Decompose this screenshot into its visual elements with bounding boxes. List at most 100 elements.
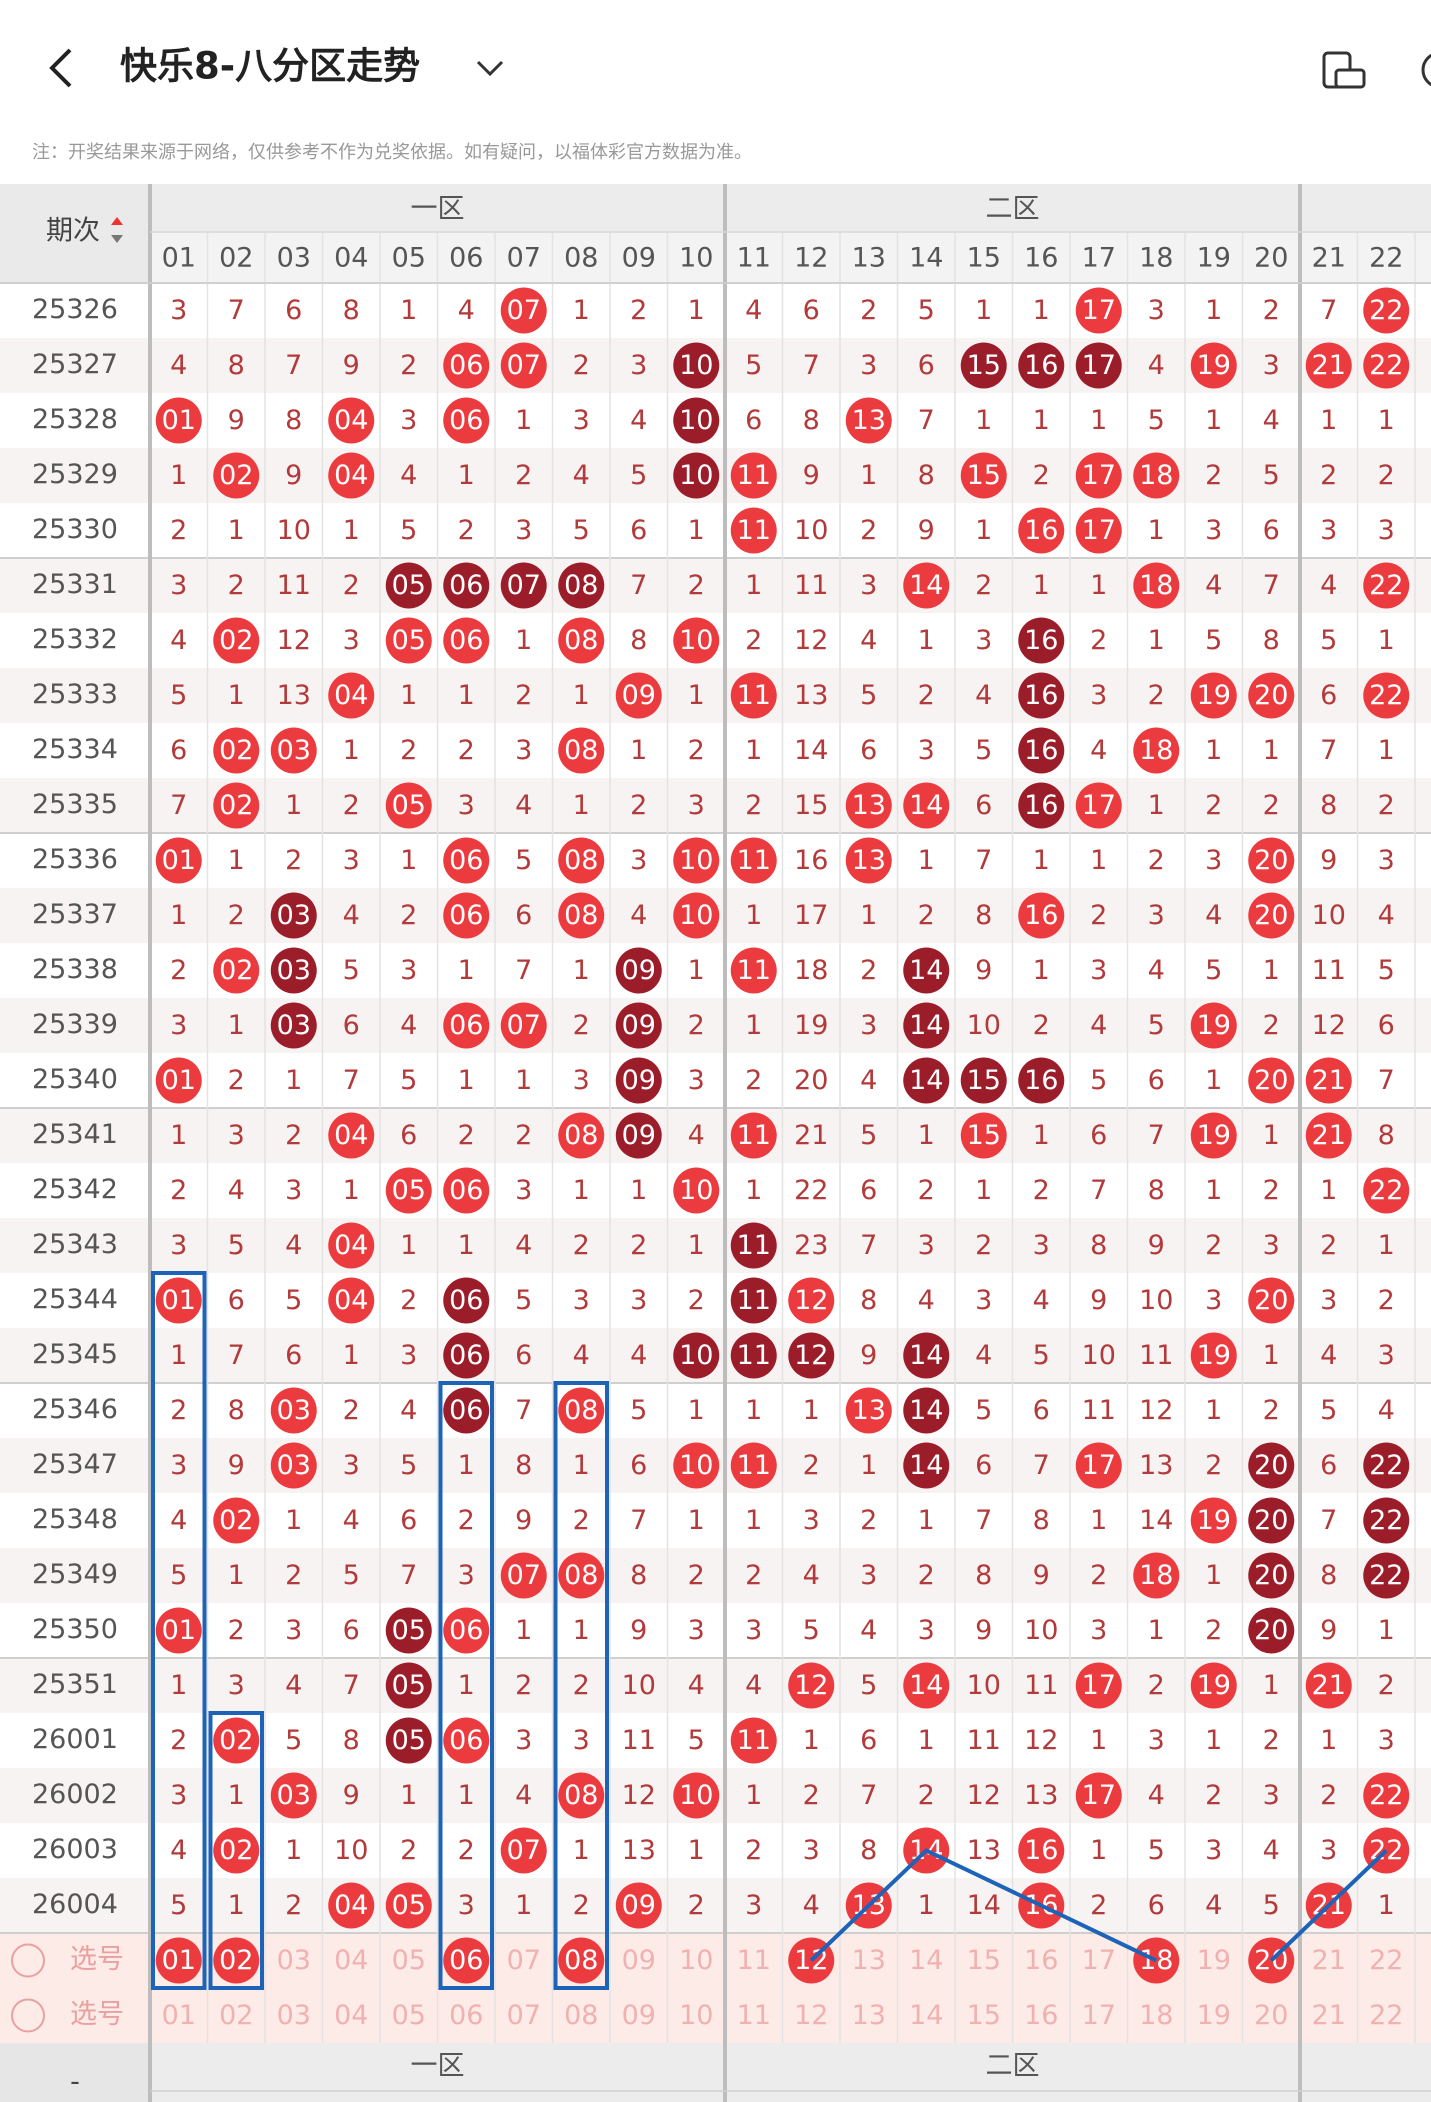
hit-number: 05 — [392, 570, 426, 601]
trend-line — [809, 1848, 1158, 1963]
miss-count: 3 — [170, 1450, 187, 1481]
hit-ball — [673, 342, 720, 389]
select-number[interactable]: 11 — [737, 1945, 771, 1976]
select-number[interactable]: 17 — [1082, 2000, 1116, 2031]
select-number[interactable]: 20 — [1254, 2000, 1288, 2031]
title-dropdown[interactable] — [476, 60, 504, 77]
select-number[interactable]: 02 — [219, 2000, 253, 2031]
hit-ball[interactable] — [213, 1937, 260, 1984]
select-number[interactable]: 19 — [1197, 2000, 1231, 2031]
miss-count: 3 — [688, 1615, 705, 1646]
miss-count: 4 — [1148, 350, 1165, 381]
select-number[interactable]: 12 — [794, 2000, 828, 2031]
select-number[interactable]: 21 — [1312, 2000, 1346, 2031]
select-number[interactable]: 11 — [737, 2000, 771, 2031]
miss-count: 2 — [745, 625, 762, 656]
select-number[interactable]: 17 — [1082, 1945, 1116, 1976]
select-number[interactable]: 15 — [967, 2000, 1001, 2031]
hit-ball — [1363, 1552, 1410, 1599]
hit-number: 08 — [564, 1945, 598, 1976]
select-number[interactable]: 09 — [622, 2000, 656, 2031]
miss-count: 4 — [918, 1285, 935, 1316]
select-radio[interactable] — [11, 1943, 45, 1978]
miss-count: 1 — [1263, 1670, 1280, 1701]
select-number[interactable]: 13 — [852, 1945, 886, 1976]
hit-ball[interactable] — [443, 1937, 490, 1984]
hit-number: 21 — [1312, 1670, 1346, 1701]
select-number[interactable]: 08 — [564, 2000, 598, 2031]
miss-count: 1 — [400, 1780, 417, 1811]
hit-ball — [1248, 837, 1295, 884]
landscape-icon[interactable] — [1322, 51, 1366, 89]
miss-count: 10 — [277, 515, 311, 546]
select-number[interactable]: 10 — [679, 1945, 713, 1976]
miss-count: 1 — [285, 1505, 302, 1536]
hit-ball[interactable] — [155, 1937, 202, 1984]
miss-count: 16 — [794, 845, 828, 876]
select-number[interactable]: 13 — [852, 2000, 886, 2031]
hit-ball — [500, 1002, 547, 1049]
hit-number: 17 — [1082, 790, 1116, 821]
hit-number: 05 — [392, 1615, 426, 1646]
hit-ball — [270, 1387, 317, 1434]
select-number[interactable]: 09 — [622, 1945, 656, 1976]
select-number[interactable]: 22 — [1369, 2000, 1403, 2031]
miss-count: 7 — [343, 1670, 360, 1701]
miss-count: 2 — [1148, 1670, 1165, 1701]
miss-count: 14 — [1139, 1505, 1173, 1536]
hit-number: 01 — [162, 845, 196, 876]
select-number[interactable]: 16 — [1024, 1945, 1058, 1976]
hit-ball — [443, 837, 490, 884]
miss-count: 1 — [918, 625, 935, 656]
miss-count: 10 — [622, 1670, 656, 1701]
miss-count: 1 — [228, 515, 245, 546]
hit-number: 02 — [219, 1725, 253, 1756]
issue: 26003 — [32, 1834, 118, 1865]
select-number[interactable]: 01 — [162, 2000, 196, 2031]
issue: 25328 — [32, 404, 118, 435]
miss-count: 3 — [285, 1615, 302, 1646]
select-number[interactable]: 04 — [334, 1945, 368, 1976]
select-number[interactable]: 19 — [1197, 1945, 1231, 1976]
select-number[interactable]: 21 — [1312, 1945, 1346, 1976]
select-number[interactable]: 04 — [334, 2000, 368, 2031]
select-number[interactable]: 14 — [909, 1945, 943, 1976]
select-number[interactable]: 07 — [507, 2000, 541, 2031]
miss-count: 5 — [1320, 1395, 1337, 1426]
hit-number: 02 — [219, 1945, 253, 1976]
select-number[interactable]: 22 — [1369, 1945, 1403, 1976]
column-label: 09 — [622, 243, 656, 274]
select-number[interactable]: 07 — [507, 1945, 541, 1976]
hit-ball — [155, 1057, 202, 1104]
select-number[interactable]: 18 — [1139, 2000, 1173, 2031]
miss-count: 3 — [1090, 1615, 1107, 1646]
miss-count: 7 — [630, 570, 647, 601]
miss-count: 2 — [1320, 1230, 1337, 1261]
selection-box — [553, 1381, 609, 1990]
miss-count: 1 — [1205, 1560, 1222, 1591]
select-number[interactable]: 10 — [679, 2000, 713, 2031]
miss-count: 5 — [860, 680, 877, 711]
hit-ball[interactable] — [558, 1937, 605, 1984]
back-button[interactable] — [49, 48, 72, 88]
issue: 25334 — [32, 734, 118, 765]
miss-count: 8 — [515, 1450, 532, 1481]
more-icon[interactable] — [1421, 53, 1431, 87]
miss-count: 4 — [400, 1010, 417, 1041]
select-number[interactable]: 05 — [392, 1945, 426, 1976]
select-radio[interactable] — [11, 1998, 45, 2033]
select-number[interactable]: 16 — [1024, 2000, 1058, 2031]
hit-number: 18 — [1139, 570, 1173, 601]
select-number[interactable]: 05 — [392, 2000, 426, 2031]
miss-count: 2 — [975, 1230, 992, 1261]
miss-count: 4 — [573, 1340, 590, 1371]
select-number[interactable]: 03 — [277, 2000, 311, 2031]
hit-ball — [328, 452, 375, 499]
miss-count: 2 — [1378, 1670, 1395, 1701]
select-number[interactable]: 06 — [449, 2000, 483, 2031]
miss-count: 1 — [573, 295, 590, 326]
select-number[interactable]: 15 — [967, 1945, 1001, 1976]
select-number[interactable]: 14 — [909, 2000, 943, 2031]
select-number[interactable]: 03 — [277, 1945, 311, 1976]
hit-number: 10 — [679, 1175, 713, 1206]
